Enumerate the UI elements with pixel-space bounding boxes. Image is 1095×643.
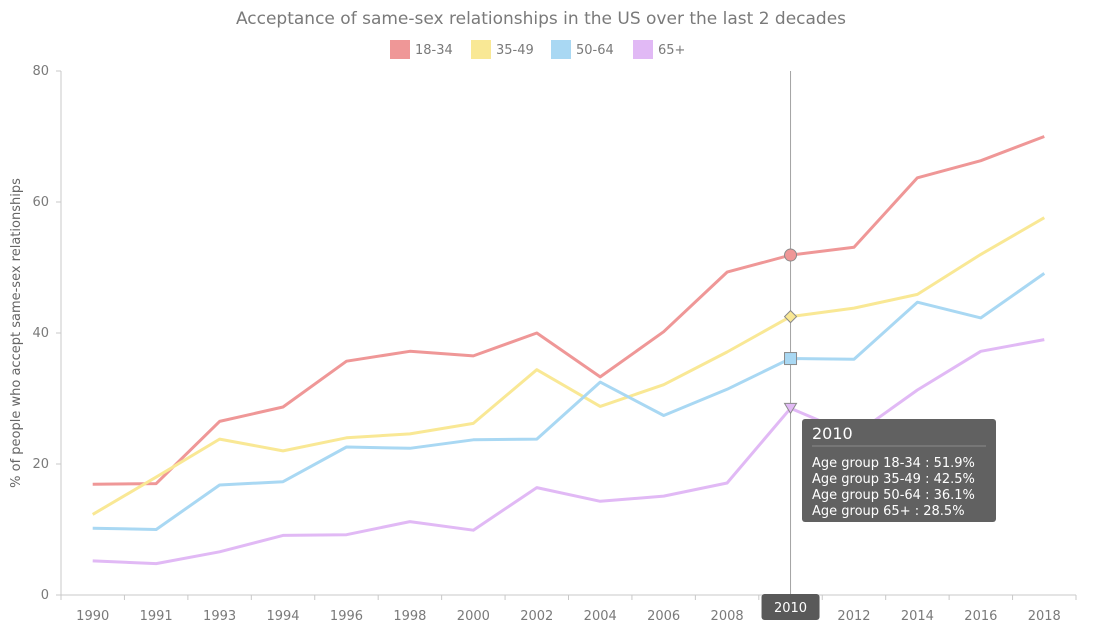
legend-label: 35-49 <box>496 43 534 58</box>
x-tick-label: 2018 <box>1028 609 1061 624</box>
x-tick-label: 2008 <box>711 609 744 624</box>
legend-swatch <box>551 40 571 59</box>
legend-item-18-34[interactable]: 18-34 <box>390 40 453 59</box>
x-axis-highlight-bg <box>761 594 820 620</box>
y-tick-label: 80 <box>32 64 49 79</box>
tooltip-line: Age group 18-34 : 51.9% <box>812 456 975 471</box>
marker-18-34[interactable] <box>784 248 798 262</box>
legend-label: 50-64 <box>576 43 614 58</box>
x-tick-label: 2014 <box>901 609 934 624</box>
x-axis-highlight-label: 2010 <box>774 601 807 616</box>
series-line-35-49[interactable] <box>91 216 1046 516</box>
x-tick-label: 1998 <box>393 609 426 624</box>
tooltip-line: Age group 50-64 : 36.1% <box>812 488 975 503</box>
legend-swatch <box>390 40 410 59</box>
hover-markers <box>783 248 798 415</box>
series-line-65+[interactable] <box>92 338 1045 566</box>
legend-item-65+[interactable]: 65+ <box>633 40 685 59</box>
marker-35-49[interactable] <box>783 309 798 324</box>
x-tick-label: 1990 <box>76 609 109 624</box>
x-tick-label: 1991 <box>140 609 173 624</box>
legend: 18-34 35-49 50-64 65+ <box>390 40 685 59</box>
legend-swatch <box>633 40 653 59</box>
y-tick-label: 0 <box>41 588 49 603</box>
tooltip-bg <box>802 419 996 522</box>
x-tick-label: 2012 <box>837 609 870 624</box>
x-axis-highlight: 2010 <box>761 594 820 620</box>
series-line-18-34[interactable] <box>92 135 1045 486</box>
legend-swatch <box>471 40 491 59</box>
legend-label: 18-34 <box>415 43 453 58</box>
x-tick-label: 2004 <box>584 609 617 624</box>
legend-item-35-49[interactable]: 35-49 <box>471 40 534 59</box>
tooltip-line: Age group 65+ : 28.5% <box>812 504 965 519</box>
y-tick-label: 20 <box>32 457 49 472</box>
x-tick-label: 1994 <box>266 609 299 624</box>
marker-65+[interactable] <box>783 402 798 415</box>
tooltip-title: 2010 <box>812 424 853 443</box>
x-tick-label: 2002 <box>520 609 553 624</box>
x-tick-label: 2000 <box>457 609 490 624</box>
x-tick-label: 2016 <box>964 609 997 624</box>
tooltip-line: Age group 35-49 : 42.5% <box>812 472 975 487</box>
series-line-50-64[interactable] <box>92 272 1046 531</box>
axes: 0 20 40 60 80 1990 1991 1993 1994 1996 1998 2000 200… <box>32 64 1077 624</box>
tooltip: 2010 Age group 18-34 : 51.9%Age group 35-… <box>802 419 996 522</box>
x-tick-label: 1996 <box>330 609 363 624</box>
y-tick-label: 60 <box>32 195 49 210</box>
marker-50-64[interactable] <box>784 352 798 366</box>
legend-label: 65+ <box>658 43 685 58</box>
x-tick-label: 1993 <box>203 609 236 624</box>
crosshair: 2010 <box>761 71 820 620</box>
chart-title: Acceptance of same-sex relationships in … <box>236 9 846 29</box>
legend-item-50-64[interactable]: 50-64 <box>551 40 614 59</box>
y-tick-label: 40 <box>32 326 49 341</box>
series-lines <box>91 135 1046 566</box>
y-axis-label: % of people who accept same-sex relation… <box>9 178 24 488</box>
x-tick-label: 2006 <box>647 609 680 624</box>
